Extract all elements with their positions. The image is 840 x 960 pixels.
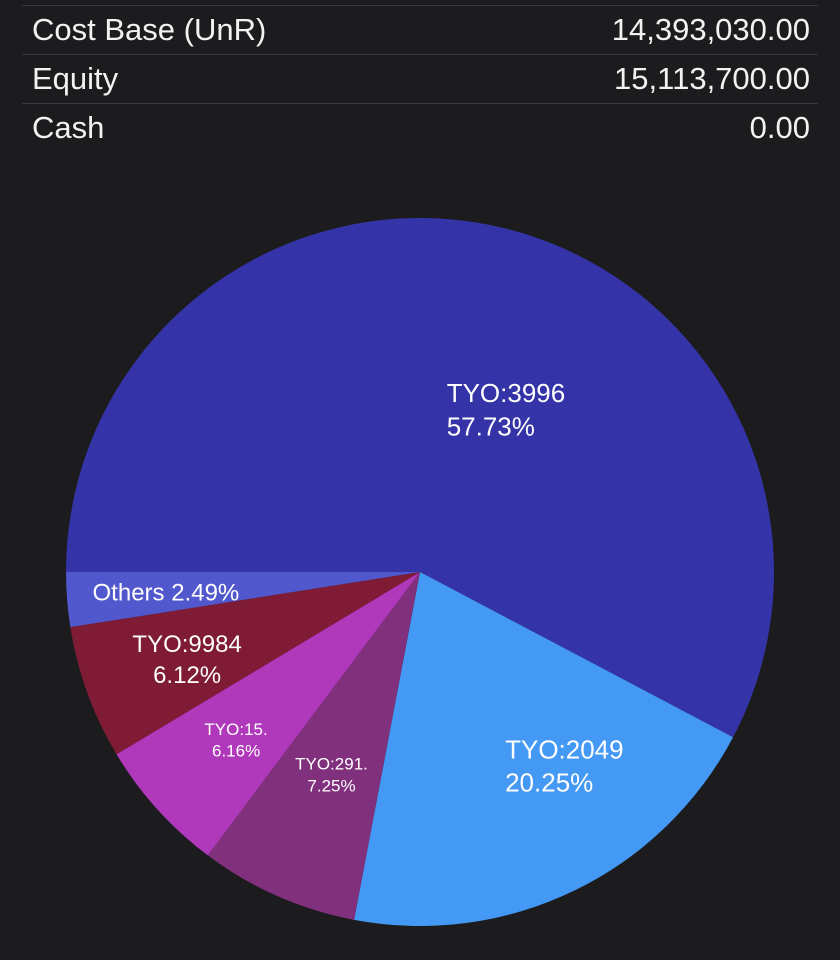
slice-name-tyo-15: TYO:15. [204,720,267,739]
equity-label: Equity [32,61,119,96]
pie-slice-tyo-291[interactable] [207,572,420,920]
pie-slice-tyo-15[interactable] [116,572,420,856]
equity-value: 15,113,700.00 [614,61,810,96]
slice-name-tyo-3996: TYO:3996 [447,378,566,408]
slice-name-tyo-2049: TYO:2049 [505,734,624,764]
slice-percent-tyo-291: 7.25% [307,776,355,795]
slice-percent-tyo-3996: 57.73% [447,411,535,441]
summary-top-divider [22,5,818,6]
slice-name-tyo-291: TYO:291. [295,755,368,774]
cash-label: Cash [32,110,105,145]
slice-name-tyo-9984: TYO:9984 [132,631,241,658]
cost-base-label: Cost Base (UnR) [32,12,267,47]
slice-percent-tyo-9984: 6.12% [153,662,221,689]
slice-percent-tyo-15: 6.16% [212,742,260,761]
slice-label-others: Others 2.49% [93,579,240,606]
pie-slice-tyo-9984[interactable] [70,572,420,755]
summary-row-cost-base: Cost Base (UnR) 14,393,030.00 [22,6,818,55]
cost-base-value: 14,393,030.00 [611,12,810,47]
cash-value: 0.00 [749,110,810,145]
slice-percent-tyo-2049: 20.25% [505,768,593,798]
summary-row-cash: Cash 0.00 [22,104,818,152]
pie-slice-tyo-3996[interactable] [66,218,775,738]
pie-slice-tyo-2049[interactable] [354,572,734,926]
summary-table: Cost Base (UnR) 14,393,030.00 Equity 15,… [22,6,818,152]
pie-slice-others[interactable] [66,572,420,628]
summary-row-equity: Equity 15,113,700.00 [22,55,818,104]
